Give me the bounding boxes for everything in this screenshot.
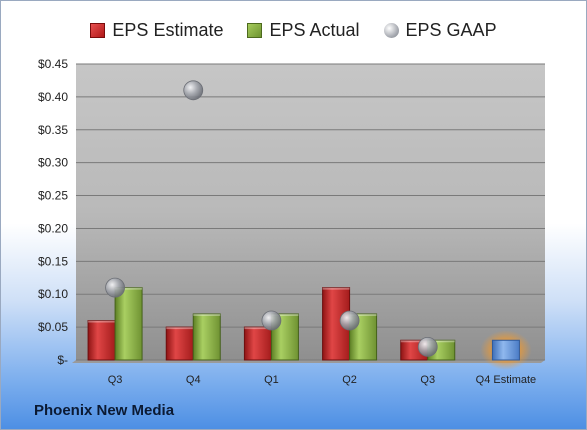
bar-eps-estimate-highlight [322, 287, 350, 290]
bar-eps-estimate-highlight [88, 320, 116, 323]
company-name: Phoenix New Media [34, 402, 175, 419]
legend-item-actual: EPS Actual [247, 19, 360, 41]
bar-eps-forecast [491, 339, 520, 361]
bar-eps-actual-highlight [115, 287, 143, 290]
bar-eps-estimate-highlight [166, 327, 194, 330]
x-tick-label: Q4 Estimate [476, 374, 537, 386]
bar-eps-actual-highlight [193, 313, 221, 316]
plot-area [76, 64, 545, 360]
bar-eps-actual [192, 313, 221, 361]
y-tick-label: $0.30 [38, 156, 68, 170]
marker-eps-gaap [339, 310, 360, 331]
legend-swatch-actual [247, 22, 263, 38]
marker-eps-gaap [417, 336, 438, 357]
y-tick-label: $0.15 [38, 254, 68, 268]
bar-eps-estimate [87, 320, 116, 361]
y-tick-label: $0.45 [38, 57, 68, 71]
bar-eps-actual-highlight [427, 340, 455, 343]
bar-eps-estimate-highlight [244, 327, 272, 330]
bar-eps-actual-highlight [271, 313, 299, 316]
y-tick-label: $0.35 [38, 123, 68, 137]
y-tick-label: $0.20 [38, 221, 68, 235]
legend-label-estimate: EPS Estimate [112, 19, 224, 40]
y-tick-label: $0.40 [38, 90, 68, 104]
bar-eps-actual [114, 287, 143, 361]
legend-label-actual: EPS Actual [269, 19, 360, 40]
y-tick-label: $0.10 [38, 287, 68, 301]
bar-eps-estimate [243, 326, 272, 361]
legend-item-estimate: EPS Estimate [90, 20, 223, 41]
y-tick-label: $0.05 [38, 320, 68, 334]
x-tick-label: Q1 [264, 374, 279, 386]
y-tick-label: $- [57, 353, 68, 367]
bar-eps-estimate [165, 326, 194, 361]
chart-legend: EPS Estimate EPS Actual EPS GAAP [1, 17, 586, 43]
bar-eps-actual [349, 313, 378, 361]
marker-eps-gaap [105, 277, 125, 298]
marker-eps-gaap [183, 80, 204, 101]
y-tick-label: $0.25 [38, 189, 68, 203]
x-tick-label: Q4 [186, 374, 201, 386]
x-tick-label: Q3 [108, 374, 123, 386]
x-tick-label: Q2 [342, 374, 357, 386]
legend-item-gaap: EPS GAAP [383, 19, 497, 41]
bar-eps-actual-highlight [349, 313, 377, 316]
eps-chart: $- $0.05 $0.10 $0.15 $0.20 $0.25 $0.30 $0.35 $0.… [38, 57, 545, 386]
bar-eps-estimate-highlight [400, 340, 428, 343]
plot-floor [72, 360, 545, 363]
legend-swatch-estimate [90, 22, 106, 38]
legend-swatch-gaap [383, 22, 399, 38]
legend-label-gaap: EPS GAAP [405, 19, 497, 40]
marker-eps-gaap [261, 310, 282, 331]
x-tick-label: Q3 [420, 374, 435, 386]
